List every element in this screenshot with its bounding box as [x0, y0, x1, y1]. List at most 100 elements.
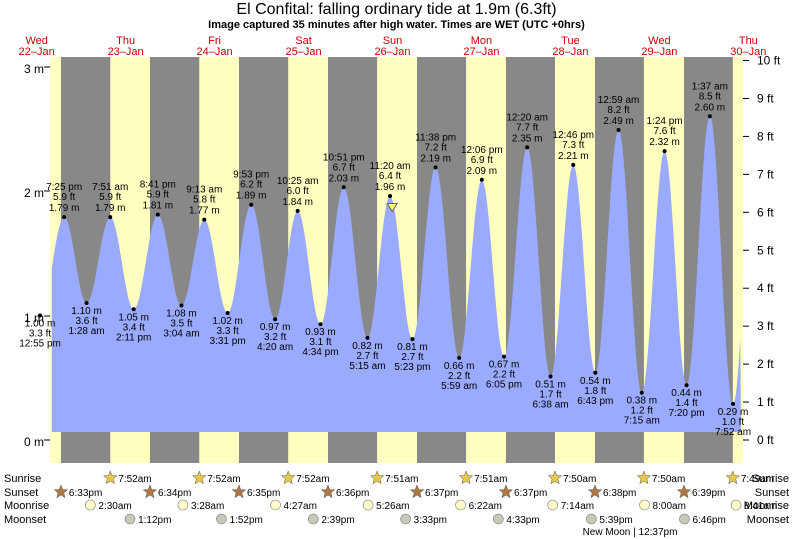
high-tide-time: 12:20 am — [506, 112, 548, 123]
low-tide-m: 0.51 m — [535, 380, 566, 391]
sunset-time: 6:39pm — [692, 488, 725, 499]
low-tide-m: 0.82 m — [352, 341, 383, 352]
high-tide-point — [202, 217, 207, 222]
low-tide-ft: 2.7 ft — [356, 351, 378, 362]
low-tide-m: 0.38 m — [626, 396, 657, 407]
low-tide-m: 0.29 m — [718, 407, 749, 418]
high-tide-point — [108, 215, 113, 220]
low-tide-m: 0.44 m — [671, 388, 702, 399]
moonrise-time: 5:26am — [376, 501, 409, 512]
low-tide-ft: 1.8 ft — [584, 386, 606, 397]
day-label-date: 29–Jan — [641, 46, 677, 58]
low-tide-ft: 1.4 ft — [675, 398, 697, 409]
moonrise-icon — [177, 499, 189, 511]
low-tide-point — [457, 355, 462, 360]
high-tide-point — [388, 193, 393, 198]
day-label-dow: Wed — [648, 35, 670, 47]
sunrise-time: 7:50am — [563, 474, 596, 485]
low-tide-time: 6:43 pm — [577, 396, 613, 407]
high-tide-ft: 7.6 ft — [653, 126, 675, 137]
low-tide-m: 1.10 m — [71, 306, 102, 317]
tide-area — [51, 116, 742, 433]
low-tide-point — [639, 390, 644, 395]
y-tick-right: 3 ft — [757, 319, 774, 333]
low-tide-point — [593, 370, 598, 375]
sunrise-icon — [102, 470, 118, 485]
high-tide-time: 8:41 pm — [140, 180, 176, 191]
sunrise-time: 7:50am — [652, 474, 685, 485]
moonrise-icon — [362, 499, 374, 511]
day-label-dow: Sun — [383, 35, 403, 47]
moonrise-time: 7:14am — [561, 501, 594, 512]
moonrise-time: 3:28am — [191, 501, 224, 512]
high-tide-point — [707, 114, 712, 119]
low-tide-time: 7:52 am — [715, 427, 751, 438]
low-tide-point — [318, 322, 323, 327]
moonset-icon — [400, 513, 411, 525]
sunset-icon — [320, 484, 336, 499]
moonset-time: 3:33pm — [414, 515, 447, 526]
high-tide-m: 1.77 m — [189, 206, 220, 217]
low-tide-ft: 3.3 ft — [29, 329, 51, 340]
high-tide-point — [571, 162, 576, 167]
sunrise-time: 7:49am — [741, 474, 774, 485]
y-tick-right: 9 ft — [757, 91, 774, 105]
low-tide-point — [684, 383, 689, 388]
low-tide-point — [38, 313, 43, 318]
y-tick-left: 0 m — [24, 435, 44, 449]
moonset-icon — [216, 513, 227, 525]
moonset-icon — [124, 513, 136, 525]
moon-phase-note: New Moon | 12:37pm — [583, 527, 678, 538]
low-tide-time: 4:34 pm — [302, 347, 338, 358]
y-tick-left: 2 m — [24, 186, 44, 200]
day-label-date: 30–Jan — [730, 46, 766, 58]
high-tide-point — [479, 177, 484, 182]
day-label-dow: Wed — [25, 35, 47, 47]
low-tide-point — [365, 335, 370, 340]
high-tide-time: 7:51 am — [92, 182, 128, 193]
day-label-date: 27–Jan — [463, 46, 499, 58]
low-tide-time: 7:20 pm — [668, 408, 704, 419]
day-label-date: 24–Jan — [197, 46, 233, 58]
moonrise-icon — [639, 499, 650, 511]
high-tide-m: 1.79 m — [95, 203, 126, 214]
sunrise-time: 7:51am — [474, 474, 507, 485]
high-tide-ft: 5.9 ft — [147, 190, 169, 201]
high-tide-m: 2.19 m — [420, 153, 451, 164]
sunset-time: 6:33pm — [69, 488, 102, 499]
low-tide-point — [502, 354, 507, 359]
high-tide-m: 2.35 m — [512, 133, 543, 144]
y-tick-left: 3 m — [24, 62, 44, 76]
low-tide-point — [548, 374, 553, 379]
sunrise-time: 7:52am — [296, 474, 329, 485]
moonset-row-label-right: Moonset — [747, 514, 789, 526]
low-tide-ft: 2.2 ft — [493, 370, 515, 381]
low-tide-m: 0.97 m — [260, 322, 291, 333]
low-tide-m: 0.66 m — [444, 361, 475, 372]
sunset-time: 6:37pm — [425, 488, 458, 499]
low-tide-ft: 3.5 ft — [170, 319, 192, 330]
sunset-icon — [676, 484, 692, 499]
day-label-dow: Thu — [739, 35, 758, 47]
day-label-date: 25–Jan — [285, 46, 321, 58]
high-tide-time: 10:51 pm — [323, 152, 365, 163]
low-tide-time: 3:31 pm — [210, 336, 246, 347]
low-tide-ft: 2.2 ft — [448, 371, 470, 382]
high-tide-ft: 5.8 ft — [193, 195, 215, 206]
high-tide-m: 2.49 m — [603, 116, 634, 127]
high-tide-m: 1.79 m — [49, 203, 80, 214]
moonrise-time: 8:00am — [653, 501, 686, 512]
day-label-date: 23–Jan — [108, 46, 144, 58]
low-tide-ft: 3.4 ft — [123, 322, 145, 333]
low-tide-point — [131, 307, 136, 312]
high-tide-point — [662, 149, 667, 154]
moonrise-icon — [730, 499, 742, 511]
high-tide-ft: 8.5 ft — [699, 91, 721, 102]
sunset-time: 6:34pm — [158, 488, 191, 499]
high-tide-ft: 8.2 ft — [607, 105, 629, 116]
high-tide-time: 1:37 am — [692, 81, 728, 92]
high-tide-time: 10:25 am — [277, 176, 319, 187]
moonset-time: 1:12pm — [138, 515, 171, 526]
y-tick-right: 6 ft — [757, 205, 774, 219]
moonset-time: 2:39pm — [321, 515, 354, 526]
